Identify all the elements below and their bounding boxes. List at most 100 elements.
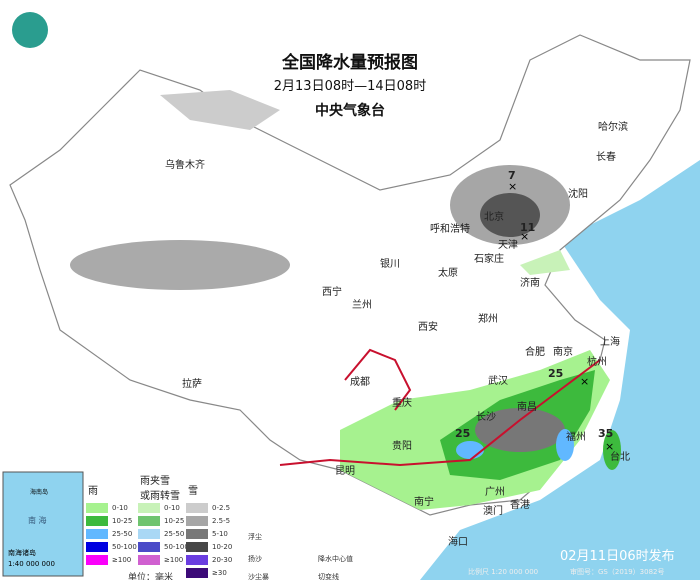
- svg-text:×: ×: [520, 230, 529, 243]
- legend-swatch: [86, 529, 108, 539]
- legend-label: 25-50: [112, 530, 133, 538]
- legend-swatch: [138, 516, 160, 526]
- city-label: 兰州: [352, 300, 372, 311]
- inset-scale: 1:40 000 000: [8, 560, 55, 568]
- city-label: 合肥: [525, 347, 545, 358]
- legend-swatch: [138, 503, 160, 513]
- city-label: 成都: [350, 377, 370, 388]
- legend-swatch: [186, 529, 208, 539]
- city-label: 哈尔滨: [598, 122, 628, 133]
- city-label: 南宁: [414, 497, 434, 508]
- forecast-period: 2月13日08时—14日08时: [273, 79, 427, 94]
- legend-label: 10-20: [212, 543, 233, 551]
- legend-swatch: [186, 516, 208, 526]
- map-number: 审图号：GS（2019）3082号: [570, 568, 665, 576]
- legend-symbol-sandstorm: 沙尘暴: [248, 573, 269, 580]
- city-label: 石家庄: [474, 254, 504, 265]
- shear-line: [279, 359, 601, 467]
- sea: [420, 160, 700, 580]
- legend-swatch: [86, 542, 108, 552]
- city-label: 天津: [498, 240, 518, 251]
- inset-label: 南海诸岛: [8, 549, 36, 557]
- legend-label: 0-10: [112, 504, 128, 512]
- legend-label: 0-2.5: [212, 504, 231, 512]
- city-label: 台北: [610, 452, 630, 463]
- city-label: 西安: [418, 322, 438, 333]
- legend-label: 25-50: [164, 530, 185, 538]
- city-label: 杭州: [587, 357, 607, 368]
- svg-text:×: ×: [508, 180, 517, 193]
- precip-center-value: 7: [508, 169, 516, 182]
- legend-symbol-precip_center: 降水中心值: [318, 555, 353, 563]
- city-label: 沈阳: [568, 189, 588, 200]
- rain-heavy-2: [556, 429, 574, 461]
- city-label: 西宁: [322, 287, 342, 298]
- city-label: 长沙: [476, 412, 496, 423]
- legend-snow-title: 雪: [188, 486, 198, 497]
- legend-swatch: [138, 542, 160, 552]
- city-label: 北京: [484, 212, 504, 223]
- city-label: 银川: [380, 259, 400, 270]
- legend-label: 50-100: [112, 543, 137, 551]
- svg-text:×: ×: [605, 440, 614, 453]
- city-label: 拉萨: [182, 379, 202, 390]
- legend-label: 10-25: [164, 517, 185, 525]
- legend-swatch: [186, 568, 208, 578]
- city-label: 福州: [566, 432, 586, 443]
- inset-island: 海南岛: [30, 489, 49, 496]
- city-label: 郑州: [478, 314, 498, 325]
- city-label: 贵阳: [392, 441, 412, 452]
- legend-label: 20-30: [212, 556, 233, 564]
- legend-symbol-shear_line: 切变线: [318, 573, 339, 580]
- city-label: 长春: [596, 152, 616, 163]
- rain-heavy-1: [456, 441, 484, 459]
- svg-text:×: ×: [580, 375, 589, 388]
- legend-swatch: [86, 555, 108, 565]
- city-label: 济南: [520, 278, 540, 289]
- issuer: 中央气象台: [315, 103, 385, 119]
- legend-swatch: [186, 542, 208, 552]
- legend-swatch: [138, 555, 160, 565]
- legend-label: 5-10: [212, 530, 228, 538]
- precip-center-value: 11: [520, 221, 536, 234]
- city-label: 武汉: [488, 376, 508, 387]
- precip-center-value: 25: [455, 427, 471, 440]
- precip-center-value: 25: [548, 367, 564, 380]
- legend-mixed-title: 雨夹雪 或雨转雪: [140, 476, 180, 502]
- legend-label: 0-10: [164, 504, 180, 512]
- legend-swatch: [86, 516, 108, 526]
- snow-light-nw: [160, 90, 280, 130]
- legend-label: 50-100: [164, 543, 189, 551]
- scale: 比例尺 1:20 000 000: [468, 568, 539, 576]
- legend-label: ≥100: [164, 556, 184, 564]
- city-label: 上海: [600, 337, 620, 348]
- city-label: 南昌: [517, 402, 537, 413]
- precip-center-markers: × × × ×: [508, 180, 614, 453]
- issued-time: 02月11日06时发布: [560, 549, 675, 564]
- legend-swatch: [186, 555, 208, 565]
- taiwan: [603, 430, 621, 470]
- rain-shandong: [520, 250, 570, 275]
- legend-symbol-float_dust: 浮尘: [248, 533, 262, 541]
- legend-label: 10-25: [112, 517, 133, 525]
- snow-mix-center: [475, 408, 565, 452]
- city-label: 香港: [510, 500, 530, 511]
- cma-logo: [12, 12, 48, 48]
- legend-swatch: [186, 503, 208, 513]
- legend-label: ≥100: [112, 556, 132, 564]
- city-label: 澳门: [483, 506, 503, 517]
- legend-swatch: [138, 529, 160, 539]
- city-label: 呼和浩特: [430, 224, 470, 235]
- map-title: 全国降水量预报图: [282, 53, 418, 73]
- city-label: 广州: [485, 487, 505, 498]
- legend-swatch: [86, 503, 108, 513]
- snow-north-core: [480, 193, 540, 237]
- legend-unit: 单位：毫米: [128, 573, 174, 580]
- precip-center-value: 35: [598, 427, 614, 440]
- shear-line-sichuan: [344, 348, 412, 411]
- legend-label: 2.5-5: [212, 517, 231, 525]
- city-label: 南京: [553, 347, 573, 358]
- legend-label: ≥30: [212, 569, 227, 577]
